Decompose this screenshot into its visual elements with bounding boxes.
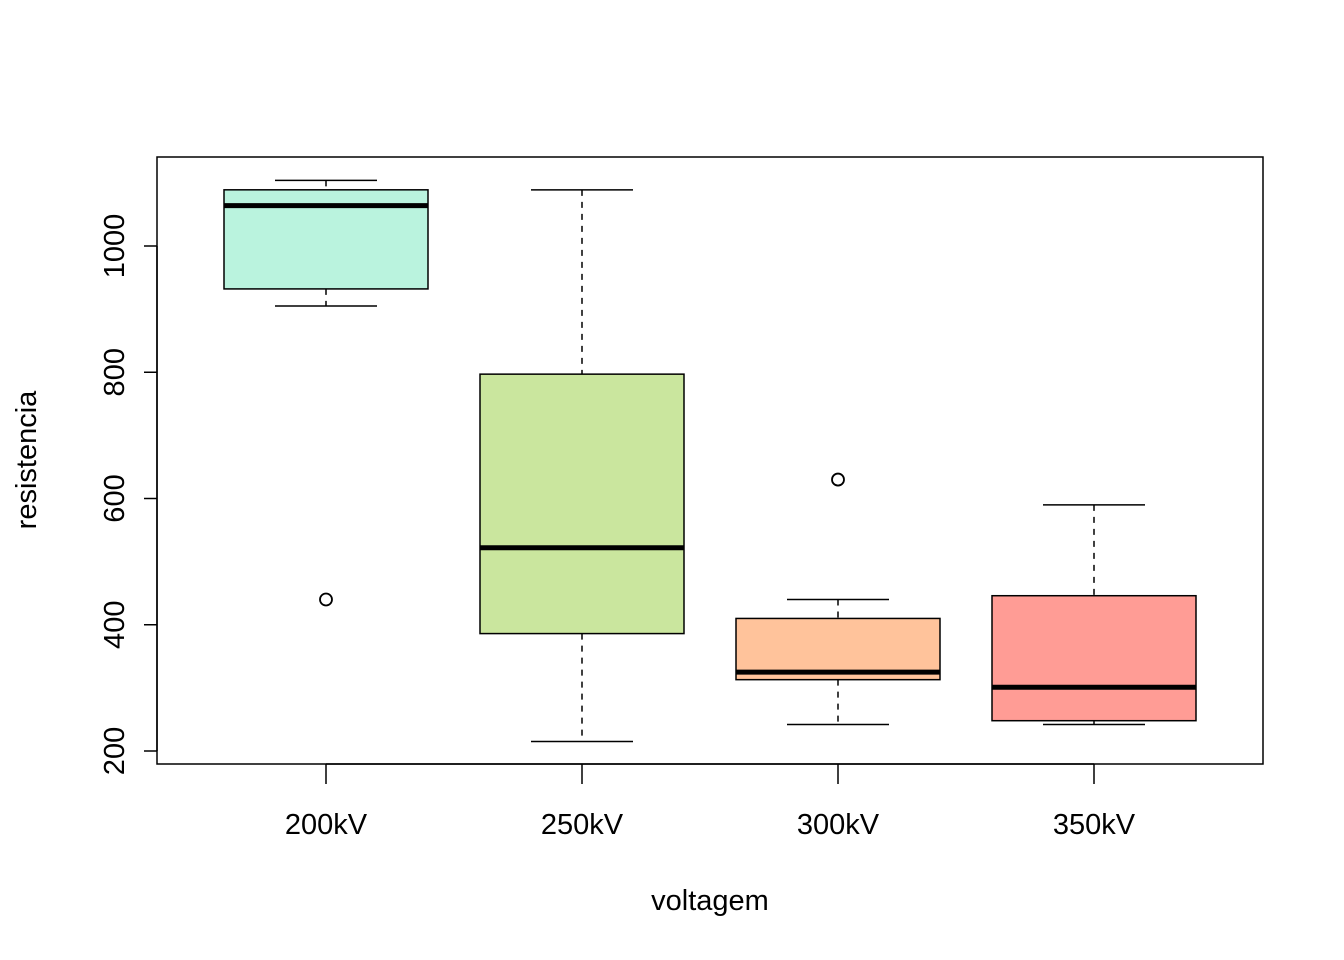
y-tick-label: 1000	[99, 214, 131, 279]
chart-marks	[223, 179, 1197, 743]
x-tick-label: 350kV	[1053, 809, 1136, 841]
box-group-300kV	[735, 472, 941, 726]
y-tick-label: 400	[99, 601, 131, 649]
y-axis-title: resistencia	[11, 390, 43, 529]
box-iqr	[479, 373, 685, 635]
box-iqr	[991, 594, 1197, 722]
y-tick-label: 200	[99, 727, 131, 775]
box-group-200kV	[223, 179, 429, 607]
x-axis: 200kV 250kV 300kV 350kV	[285, 763, 1136, 841]
outlier-point	[831, 472, 845, 487]
x-tick-label: 250kV	[541, 809, 624, 841]
y-axis: 200 400 600 800 1000	[99, 214, 158, 775]
box-group-350kV	[991, 504, 1197, 726]
x-tick-label: 300kV	[797, 809, 880, 841]
outlier-point	[319, 592, 333, 607]
box-iqr	[735, 617, 941, 681]
y-tick-label: 600	[99, 474, 131, 522]
y-tick-label: 800	[99, 348, 131, 396]
box-group-250kV	[479, 189, 685, 743]
x-axis-title: voltagem	[651, 885, 769, 917]
x-tick-label: 200kV	[285, 809, 368, 841]
